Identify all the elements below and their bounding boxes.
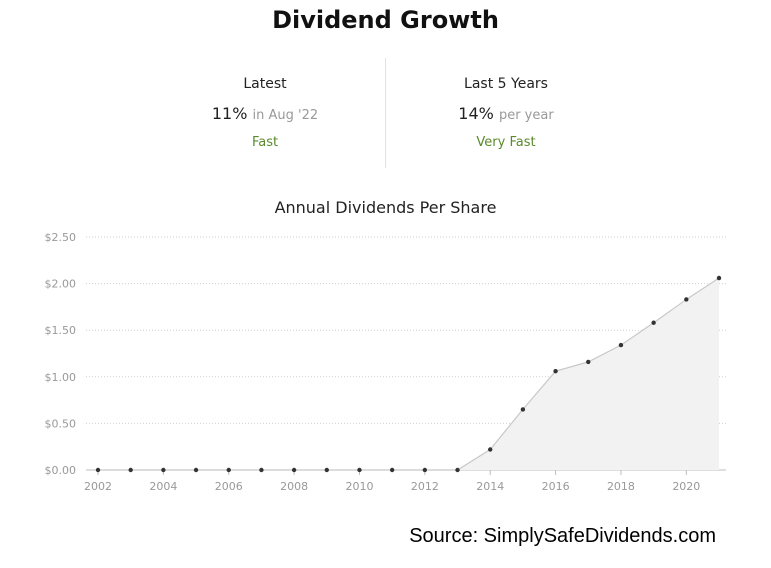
- data-point: [455, 467, 460, 473]
- x-tick-label: 2018: [607, 480, 635, 493]
- data-point: [226, 467, 231, 473]
- y-tick-label: $1.00: [45, 371, 77, 384]
- stat-five-year-label: Last 5 Years: [464, 76, 548, 92]
- stat-five-year-value-row: 14% per year: [406, 104, 606, 128]
- data-point: [324, 467, 329, 473]
- x-tick-label: 2010: [345, 480, 373, 493]
- x-tick-label: 2004: [149, 480, 177, 493]
- dividends-chart: $0.00 $0.50 $1.00 $1.50 $2.00 $2.50 2002 2004 20…: [45, 231, 726, 493]
- x-tick-label: 2016: [542, 480, 570, 493]
- data-point: [389, 467, 395, 473]
- stat-five-year-value: 14%: [458, 104, 494, 123]
- y-tick-label: $2.00: [45, 278, 77, 291]
- data-point: [553, 369, 558, 374]
- data-point: [488, 447, 493, 452]
- y-tick-label: $0.50: [45, 417, 77, 430]
- data-point: [651, 320, 656, 325]
- data-point: [684, 297, 689, 302]
- data-point: [520, 407, 526, 412]
- x-tick-label: 2014: [476, 480, 504, 493]
- y-tick-label: $0.00: [45, 464, 77, 477]
- series-line: [98, 277, 720, 471]
- y-tick-label: $2.50: [45, 231, 77, 244]
- data-point: [128, 467, 133, 473]
- data-point: [161, 467, 166, 473]
- data-point: [716, 275, 722, 281]
- x-tick-label: 2006: [215, 480, 243, 493]
- data-point: [357, 467, 362, 473]
- source-credit: Source: SimplySafeDividends.com: [409, 525, 716, 547]
- chart-title: Annual Dividends Per Share: [274, 198, 497, 217]
- data-point: [193, 467, 199, 473]
- data-point: [586, 359, 591, 365]
- series-area: [98, 278, 719, 470]
- y-tick-label: $1.50: [45, 324, 77, 337]
- data-point: [95, 467, 101, 473]
- stat-latest-label: Latest: [243, 76, 287, 92]
- stat-latest: Latest 11% in Aug '22 Fast: [165, 76, 365, 150]
- stat-five-year-rating: Very Fast: [476, 135, 536, 150]
- x-tick-label: 2020: [672, 480, 700, 493]
- data-point: [618, 342, 624, 348]
- stat-latest-value: 11%: [211, 104, 248, 123]
- x-tick-label: 2008: [280, 480, 308, 493]
- stat-latest-value-row: 11% in Aug '22: [165, 104, 365, 128]
- stat-latest-suffix: in Aug '22: [252, 108, 319, 123]
- page-title: Dividend Growth: [272, 6, 499, 34]
- stats-divider: [385, 58, 386, 168]
- data-point: [291, 467, 297, 473]
- x-tick-label: 2012: [411, 480, 439, 493]
- data-point: [259, 467, 264, 473]
- stat-five-year: Last 5 Years 14% per year Very Fast: [406, 76, 606, 150]
- x-tick-label: 2002: [84, 480, 112, 493]
- stat-five-year-suffix: per year: [498, 108, 554, 123]
- stat-latest-rating: Fast: [251, 135, 279, 150]
- data-point: [422, 467, 428, 473]
